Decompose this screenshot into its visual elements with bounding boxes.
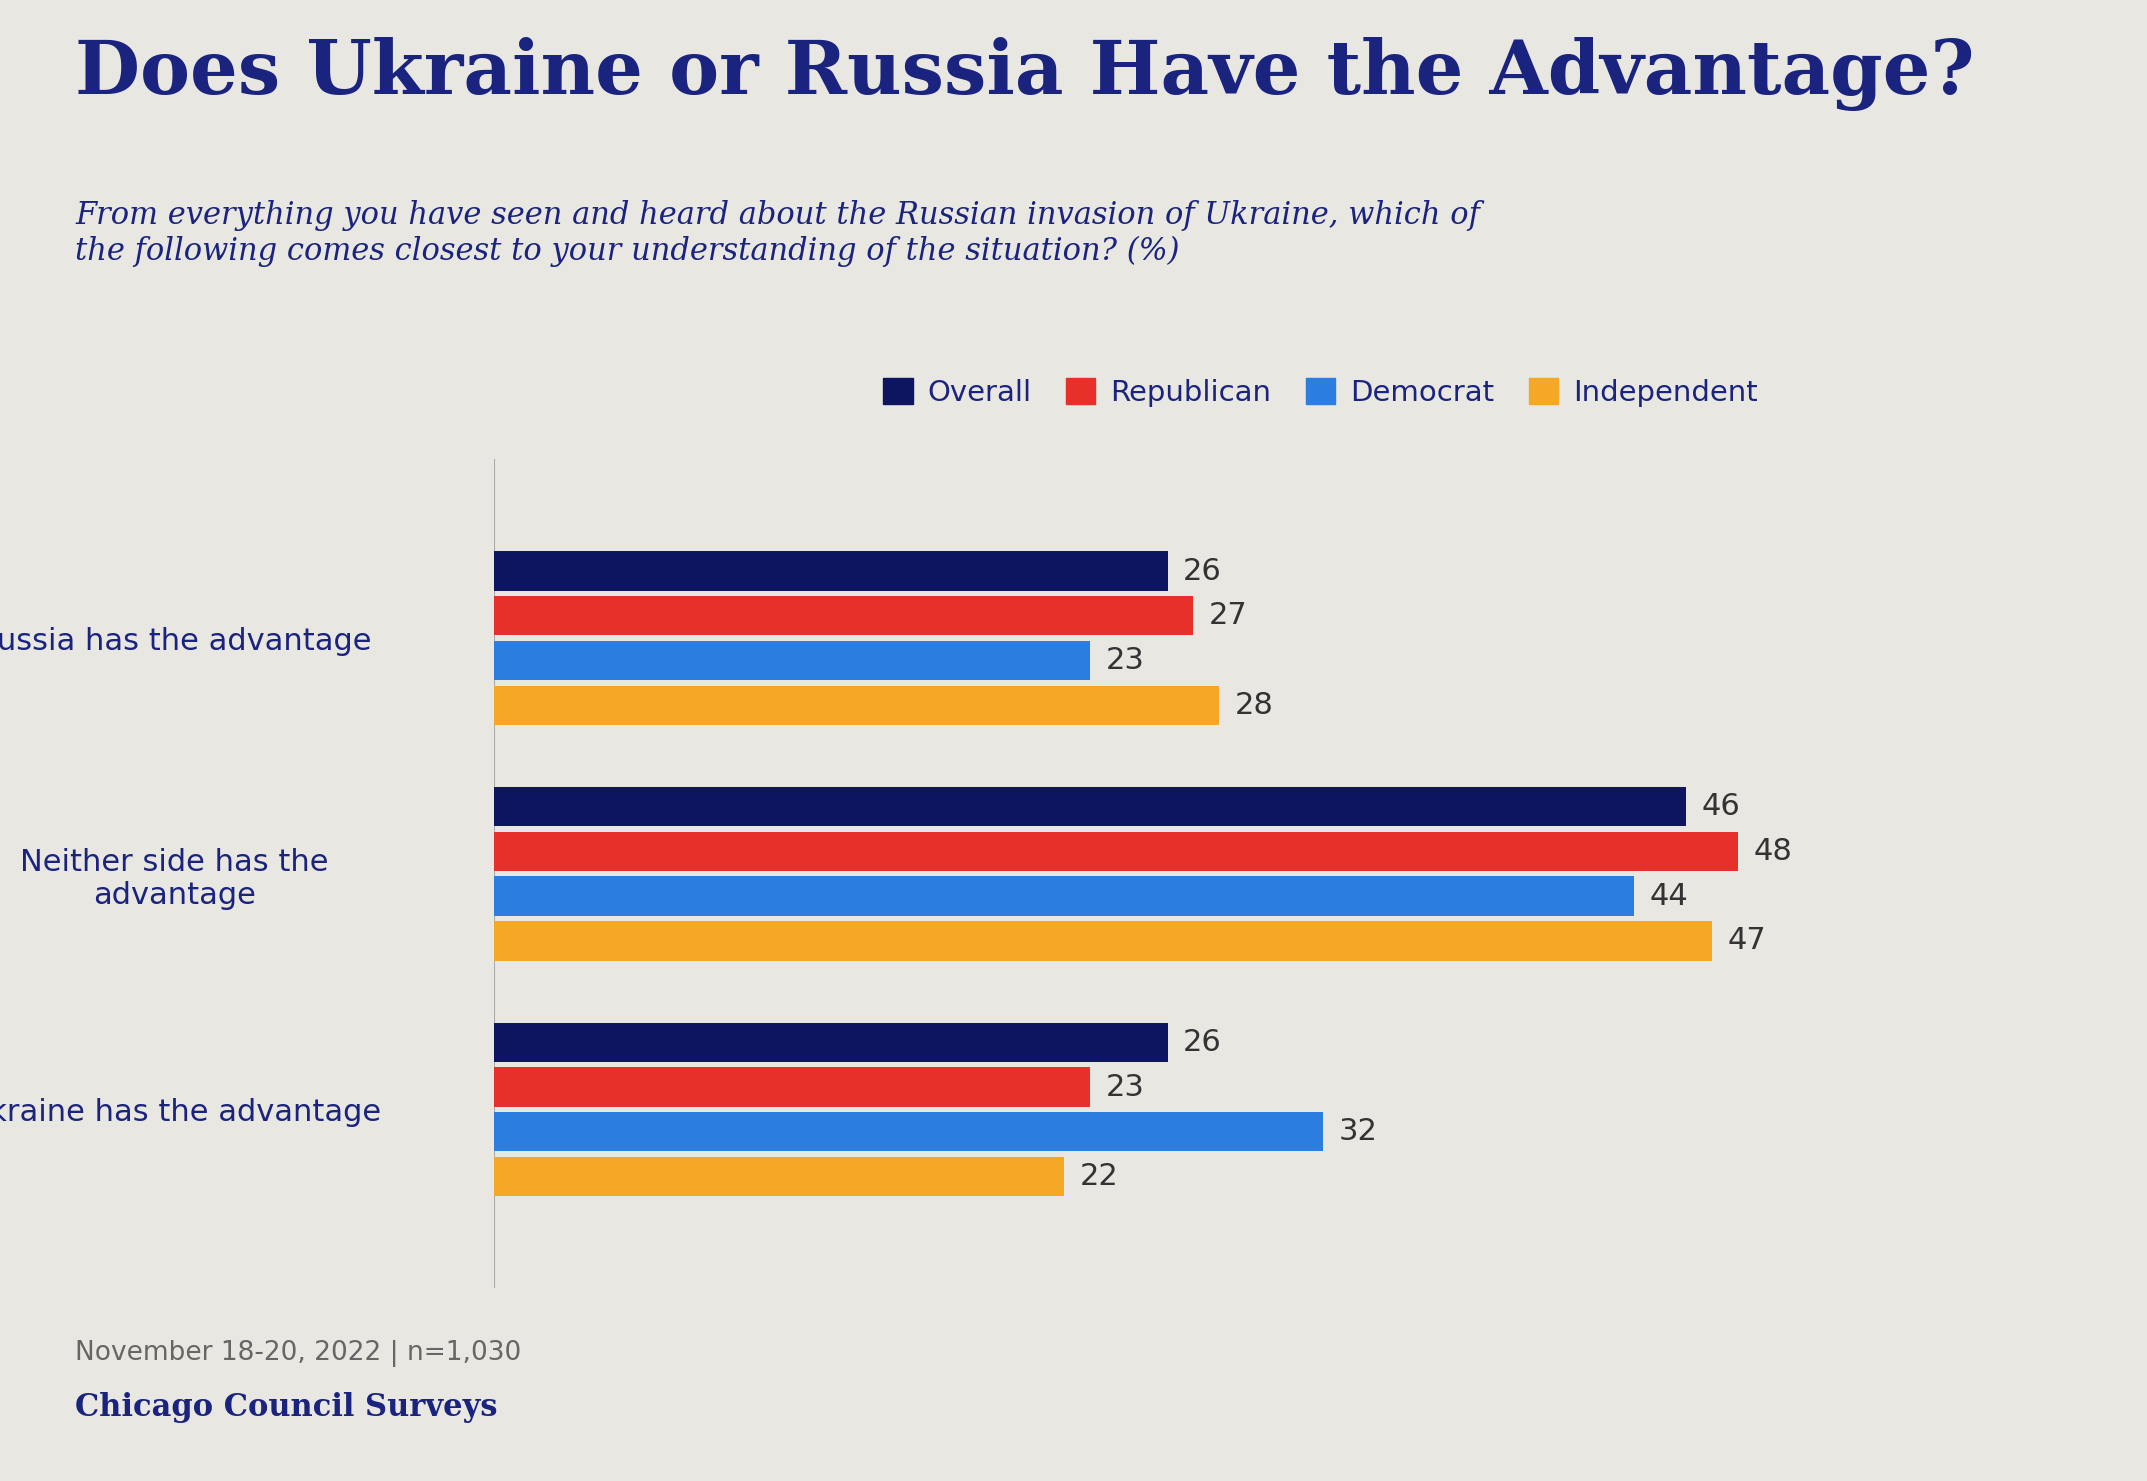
Text: 26: 26 xyxy=(1183,1028,1222,1057)
Bar xyxy=(494,877,1634,915)
Text: November 18-20, 2022 | n=1,030: November 18-20, 2022 | n=1,030 xyxy=(75,1340,522,1367)
Bar xyxy=(494,1068,1091,1106)
Text: 47: 47 xyxy=(1726,927,1767,955)
Text: 28: 28 xyxy=(1235,690,1273,720)
Bar xyxy=(494,786,1685,826)
Text: 26: 26 xyxy=(1183,557,1222,585)
Bar xyxy=(494,551,1168,591)
Text: Chicago Council Surveys: Chicago Council Surveys xyxy=(75,1392,498,1423)
Text: 23: 23 xyxy=(1106,1072,1144,1102)
Bar xyxy=(494,686,1219,726)
Text: 46: 46 xyxy=(1700,792,1739,820)
Bar xyxy=(494,641,1091,680)
Bar xyxy=(494,595,1194,635)
Text: Does Ukraine or Russia Have the Advantage?: Does Ukraine or Russia Have the Advantag… xyxy=(75,37,1975,111)
Bar xyxy=(494,1157,1065,1197)
Text: 23: 23 xyxy=(1106,646,1144,675)
Legend: Overall, Republican, Democrat, Independent: Overall, Republican, Democrat, Independe… xyxy=(872,366,1769,418)
Text: From everything you have seen and heard about the Russian invasion of Ukraine, w: From everything you have seen and heard … xyxy=(75,200,1479,267)
Text: 22: 22 xyxy=(1080,1163,1119,1191)
Text: 27: 27 xyxy=(1209,601,1247,631)
Bar xyxy=(494,1022,1168,1062)
Text: 32: 32 xyxy=(1338,1117,1378,1146)
Bar xyxy=(494,832,1737,871)
Text: 44: 44 xyxy=(1649,881,1688,911)
Bar xyxy=(494,921,1711,961)
Bar xyxy=(494,1112,1323,1152)
Text: 48: 48 xyxy=(1754,837,1793,866)
